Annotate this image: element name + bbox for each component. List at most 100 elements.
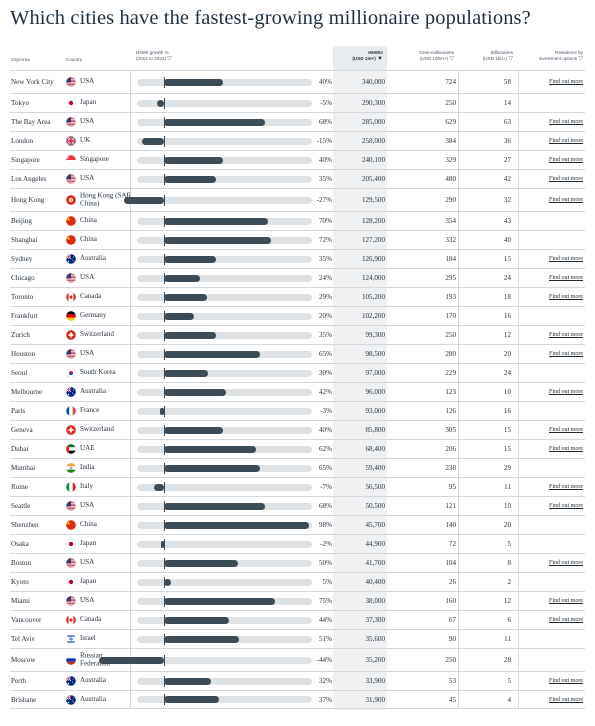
country-name: USA bbox=[80, 77, 95, 86]
find-out-more-link[interactable]: Find out more bbox=[549, 176, 583, 182]
column-divider bbox=[130, 535, 131, 553]
growth-bar-track bbox=[137, 272, 312, 284]
growth-bar bbox=[164, 293, 207, 301]
column-divider bbox=[458, 151, 459, 169]
table-row: Toronto Canada 29% 105,200 193 18 Find out mor… bbox=[10, 287, 585, 306]
column-divider bbox=[518, 691, 519, 708]
centi-value: 126 bbox=[445, 407, 456, 415]
find-out-more-link[interactable]: Find out more bbox=[549, 197, 583, 203]
column-divider bbox=[458, 170, 459, 188]
header-city[interactable]: City/Area bbox=[11, 57, 30, 62]
growth-bar bbox=[164, 696, 219, 703]
find-out-more-link[interactable]: Find out more bbox=[549, 696, 583, 703]
hnwi-value: 126,900 bbox=[361, 255, 385, 263]
country-name: Japan bbox=[80, 98, 97, 107]
find-out-more-link[interactable]: Find out more bbox=[549, 332, 583, 338]
billionaire-value: 63 bbox=[503, 118, 511, 126]
find-out-more-link[interactable]: Find out more bbox=[549, 275, 583, 281]
table-row: Singapore Singapore 40% 240,100 329 27 Find ou… bbox=[10, 150, 585, 169]
growth-bar bbox=[164, 464, 261, 472]
growth-label-wrap: 51% bbox=[306, 630, 332, 648]
usa-flag-icon bbox=[66, 349, 76, 359]
find-out-more-link[interactable]: Find out more bbox=[549, 351, 583, 357]
zero-line bbox=[164, 367, 165, 379]
growth-bar-track bbox=[137, 76, 312, 88]
table-header: City/Area Country HNWI growth % (2012 to… bbox=[10, 46, 585, 70]
billionaire-value: 16 bbox=[503, 407, 511, 415]
canada-flag-icon bbox=[66, 615, 76, 625]
header-residence[interactable]: Residence by investment options ▽ bbox=[538, 50, 583, 62]
column-divider bbox=[458, 691, 459, 708]
growth-label: 40% bbox=[318, 426, 332, 434]
growth-bar-track bbox=[137, 424, 312, 436]
centi-value: 140 bbox=[445, 521, 456, 529]
billionaire-value: 6 bbox=[507, 616, 511, 624]
growth-bar-track bbox=[137, 234, 312, 246]
growth-bar bbox=[164, 597, 275, 605]
column-divider bbox=[130, 440, 131, 458]
header-growth[interactable]: HNWI growth % (2012 to 2022) ▽ bbox=[136, 50, 172, 62]
find-out-more-link[interactable]: Find out more bbox=[549, 294, 583, 300]
column-divider bbox=[458, 71, 459, 93]
table-row: Moscow Russian Federation -44% 35,200 250 28 bbox=[10, 648, 585, 671]
sort-triangle-icon[interactable]: ▽ bbox=[167, 56, 172, 62]
column-divider bbox=[130, 554, 131, 572]
header-centi[interactable]: Centi-millionaires (USD 100m+) ▽ bbox=[418, 50, 454, 62]
growth-bar bbox=[161, 540, 164, 548]
column-divider bbox=[130, 170, 131, 188]
find-out-more-link[interactable]: Find out more bbox=[549, 446, 583, 452]
column-divider bbox=[458, 113, 459, 131]
find-out-more-link[interactable]: Find out more bbox=[549, 256, 583, 262]
city-name: Moscow bbox=[11, 656, 36, 664]
sort-triangle-icon[interactable]: ▽ bbox=[578, 56, 583, 62]
growth-label-wrap: 29% bbox=[306, 288, 332, 306]
country-name: China bbox=[80, 235, 97, 244]
header-hnwi[interactable]: HNWIs (USD 1m+) ▼ bbox=[333, 46, 387, 70]
column-divider bbox=[518, 459, 519, 477]
growth-label-wrap: 42% bbox=[306, 383, 332, 401]
column-divider bbox=[518, 478, 519, 496]
china-flag-icon bbox=[66, 216, 76, 226]
growth-label: -44% bbox=[316, 656, 332, 664]
zero-line bbox=[164, 386, 165, 398]
table-row: Frankfurt Germany 20% 102,200 170 16 bbox=[10, 306, 585, 325]
table-row: Vancouver Canada 44% 37,300 67 6 Find out more bbox=[10, 610, 585, 629]
sort-active-icon[interactable]: ▼ bbox=[377, 56, 383, 62]
find-out-more-link[interactable]: Find out more bbox=[549, 560, 583, 566]
growth-bar-track bbox=[137, 348, 312, 360]
find-out-more-link[interactable]: Find out more bbox=[549, 157, 583, 163]
header-billionaires[interactable]: Billionaires (USD 1bn+) ▽ bbox=[482, 50, 513, 62]
country-name: Russian Federation bbox=[80, 651, 111, 667]
header-country[interactable]: Country bbox=[66, 57, 83, 62]
zero-line bbox=[164, 291, 165, 303]
billionaire-value: 24 bbox=[503, 369, 511, 377]
billionaire-value: 24 bbox=[503, 274, 511, 282]
sort-triangle-icon[interactable]: ▽ bbox=[449, 56, 454, 62]
growth-label-wrap: 62% bbox=[306, 440, 332, 458]
find-out-more-link[interactable]: Find out more bbox=[549, 503, 583, 509]
find-out-more-link[interactable]: Find out more bbox=[549, 79, 583, 85]
sort-triangle-icon[interactable]: ▽ bbox=[508, 56, 513, 62]
find-out-more-link[interactable]: Find out more bbox=[549, 598, 583, 604]
centi-value: 206 bbox=[445, 445, 456, 453]
table-row: Hong Kong Hong Kong (SAR China) -27% 129,50… bbox=[10, 188, 585, 211]
find-out-more-link[interactable]: Find out more bbox=[549, 617, 583, 623]
find-out-more-link[interactable]: Find out more bbox=[549, 678, 583, 684]
growth-label: 20% bbox=[318, 312, 332, 320]
zero-line bbox=[164, 215, 165, 227]
usa-flag-icon bbox=[66, 77, 76, 87]
find-out-more-link[interactable]: Find out more bbox=[549, 119, 583, 125]
find-out-more-link[interactable]: Find out more bbox=[549, 484, 583, 490]
city-name: The Bay Area bbox=[11, 118, 51, 126]
find-out-more-link[interactable]: Find out more bbox=[549, 138, 583, 144]
growth-bar-track bbox=[137, 633, 312, 645]
growth-bar-track bbox=[137, 443, 312, 455]
zero-line bbox=[164, 519, 165, 531]
hnwi-value: 41,700 bbox=[365, 559, 385, 567]
find-out-more-link[interactable]: Find out more bbox=[549, 389, 583, 395]
growth-bar bbox=[164, 312, 194, 320]
france-flag-icon bbox=[66, 406, 76, 416]
growth-label-wrap: 40% bbox=[306, 71, 332, 93]
zero-line bbox=[164, 116, 165, 128]
find-out-more-link[interactable]: Find out more bbox=[549, 427, 583, 433]
